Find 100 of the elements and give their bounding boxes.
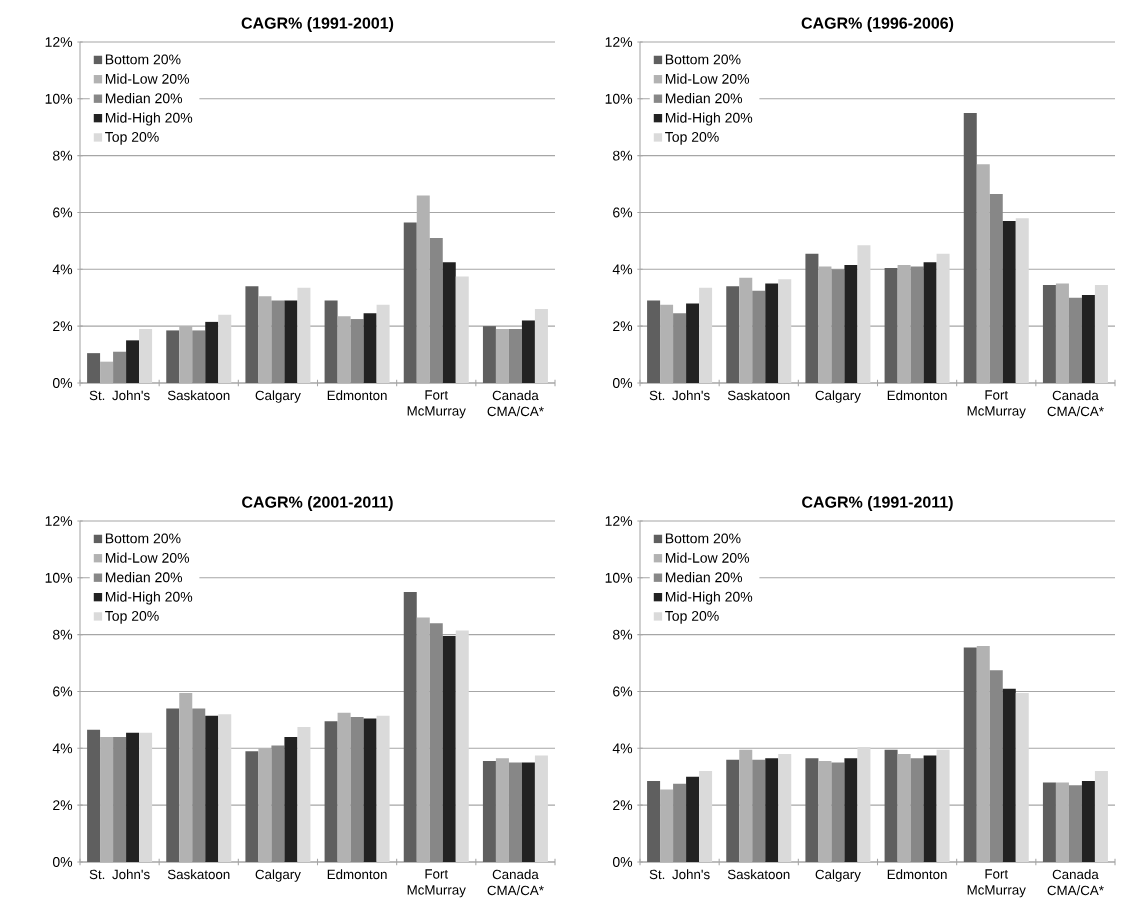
x-tick-label: Canada CMA/CA* bbox=[1047, 869, 1104, 896]
x-tick-label: Canada CMA/CA* bbox=[487, 390, 544, 417]
bar bbox=[508, 762, 522, 862]
bar bbox=[726, 286, 740, 383]
bar bbox=[936, 749, 950, 862]
y-tick-label: 12% bbox=[605, 37, 633, 47]
legend-label: Top 20% bbox=[665, 131, 719, 145]
legend-label: Top 20% bbox=[665, 610, 719, 624]
y-tick-label: 8% bbox=[613, 150, 633, 161]
bar bbox=[778, 754, 792, 862]
bar bbox=[218, 314, 232, 383]
legend-label: Mid-Low 20% bbox=[105, 552, 190, 563]
bar bbox=[455, 630, 469, 862]
x-tick-label: Edmonton bbox=[887, 869, 947, 880]
legend-label: Median 20% bbox=[665, 92, 743, 104]
y-tick-label: 4% bbox=[52, 743, 73, 754]
y-tick-label: 4% bbox=[612, 743, 633, 754]
legend-label: Mid-High 20% bbox=[105, 591, 193, 605]
y-tick-label: 6% bbox=[53, 207, 73, 218]
bar bbox=[1094, 771, 1108, 862]
bar bbox=[686, 303, 700, 383]
x-tick-label: Canada CMA/CA* bbox=[1047, 390, 1104, 417]
bar bbox=[673, 783, 687, 862]
y-tick-label: 10% bbox=[605, 93, 633, 104]
chart-title: CAGR% (1991-2011) bbox=[802, 496, 953, 511]
x-tick-label: Edmonton bbox=[327, 869, 387, 880]
bar bbox=[350, 717, 364, 862]
bar bbox=[284, 300, 298, 383]
chart-title: CAGR% (1996-2006) bbox=[801, 17, 954, 32]
y-tick-label: 0% bbox=[612, 857, 633, 867]
bar bbox=[844, 265, 858, 383]
y-tick-label: 2% bbox=[53, 800, 73, 811]
bar bbox=[113, 351, 127, 383]
legend-label: Mid-High 20% bbox=[105, 112, 193, 126]
bar bbox=[442, 636, 456, 862]
y-tick-label: 4% bbox=[612, 264, 633, 275]
bar bbox=[699, 287, 713, 383]
y-tick-label: 6% bbox=[613, 207, 633, 218]
bar bbox=[376, 304, 390, 383]
bar bbox=[910, 266, 924, 383]
x-tick-label: St. John's bbox=[649, 390, 710, 401]
bar bbox=[765, 283, 779, 383]
bar bbox=[508, 328, 522, 383]
bar bbox=[534, 755, 548, 862]
bar bbox=[376, 715, 390, 862]
legend-label: Median 20% bbox=[105, 572, 183, 583]
x-tick-label: Saskatoon bbox=[727, 869, 790, 880]
x-tick-label: Saskatoon bbox=[727, 390, 790, 401]
legend-label: Bottom 20% bbox=[665, 54, 741, 65]
bar bbox=[521, 320, 535, 383]
legend-label: Median 20% bbox=[665, 572, 743, 583]
legend-label: Bottom 20% bbox=[665, 533, 741, 544]
bar bbox=[699, 771, 713, 862]
bar bbox=[647, 781, 661, 862]
legend-label: Mid-High 20% bbox=[665, 591, 753, 605]
bar bbox=[1081, 294, 1095, 383]
bar bbox=[686, 776, 700, 862]
bar bbox=[805, 758, 819, 862]
legend-label: Mid-High 20% bbox=[665, 112, 753, 126]
y-tick-label: 2% bbox=[53, 321, 73, 332]
y-tick-label: 2% bbox=[613, 800, 633, 811]
bar bbox=[192, 330, 206, 383]
bar bbox=[910, 758, 924, 862]
x-tick-label: St. John's bbox=[89, 869, 150, 880]
x-tick-label: Edmonton bbox=[327, 390, 387, 401]
legend-label: Top 20% bbox=[105, 610, 159, 624]
bar bbox=[1015, 218, 1029, 383]
x-tick-label: Calgary bbox=[815, 869, 861, 882]
bar bbox=[647, 300, 661, 383]
bar bbox=[429, 623, 443, 862]
x-tick-label: Calgary bbox=[815, 390, 861, 403]
bar bbox=[857, 746, 871, 862]
bar bbox=[442, 262, 456, 383]
legend-label: Bottom 20% bbox=[105, 533, 181, 544]
y-tick-label: 4% bbox=[52, 264, 73, 275]
bar bbox=[844, 758, 858, 862]
bar bbox=[324, 300, 338, 383]
bar bbox=[205, 715, 219, 862]
bar bbox=[884, 267, 898, 383]
bar bbox=[126, 732, 140, 862]
bar bbox=[805, 253, 819, 383]
bar bbox=[923, 262, 937, 383]
x-tick-label: Fort McMurray bbox=[967, 869, 1026, 898]
bar bbox=[245, 751, 259, 862]
bar bbox=[271, 745, 285, 862]
y-tick-label: 0% bbox=[612, 378, 633, 388]
y-tick-label: 8% bbox=[613, 629, 633, 640]
x-tick-label: St. John's bbox=[89, 390, 150, 401]
bar bbox=[831, 762, 845, 862]
y-tick-label: 6% bbox=[53, 686, 73, 697]
y-tick-label: 8% bbox=[53, 629, 73, 640]
bar bbox=[284, 736, 298, 862]
bar bbox=[87, 353, 101, 383]
bar bbox=[831, 269, 845, 383]
bar bbox=[205, 321, 219, 383]
chart-title: CAGR% (1991-2001) bbox=[241, 17, 394, 32]
x-tick-label: Canada CMA/CA* bbox=[487, 869, 544, 896]
x-tick-label: St. John's bbox=[649, 869, 710, 880]
bar bbox=[218, 714, 232, 862]
bar bbox=[482, 761, 496, 862]
